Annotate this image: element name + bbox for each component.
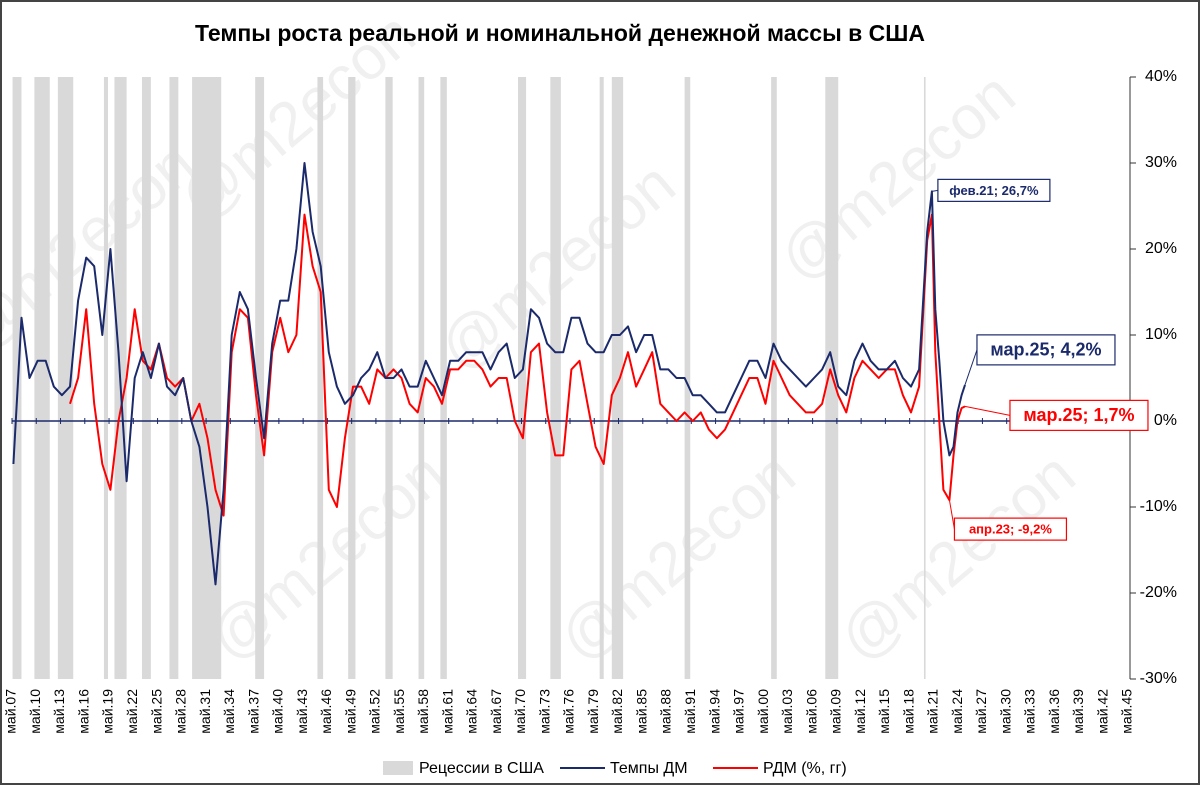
x-tick-label: май.43 bbox=[294, 689, 310, 734]
x-tick-label: май.18 bbox=[900, 689, 916, 734]
x-tick-label: май.15 bbox=[876, 689, 892, 734]
recession-band bbox=[771, 77, 777, 679]
y-tick-label: 10% bbox=[1145, 326, 1177, 343]
annotation-text: мар.25; 1,7% bbox=[1023, 405, 1134, 425]
x-tick-label: май.16 bbox=[75, 689, 91, 734]
x-tick-label: май.64 bbox=[464, 689, 480, 734]
x-tick-label: май.67 bbox=[488, 689, 504, 734]
annotation-text: фев.21; 26,7% bbox=[949, 183, 1039, 198]
x-tick-label: май.76 bbox=[561, 689, 577, 734]
x-tick-label: май.28 bbox=[173, 689, 189, 734]
x-tick-label: май.24 bbox=[949, 689, 965, 734]
x-tick-label: май.85 bbox=[633, 689, 649, 734]
recession-band bbox=[169, 77, 179, 679]
recession-band bbox=[12, 77, 22, 679]
x-tick-label: май.30 bbox=[997, 689, 1013, 734]
x-tick-label: май.49 bbox=[342, 689, 358, 734]
x-tick-label: май.03 bbox=[779, 689, 795, 734]
recession-band bbox=[317, 77, 324, 679]
x-tick-label: май.36 bbox=[1046, 689, 1062, 734]
recession-band bbox=[192, 77, 222, 679]
x-tick-label: май.61 bbox=[439, 689, 455, 734]
x-tick-label: май.40 bbox=[270, 689, 286, 734]
recession-band bbox=[103, 77, 108, 679]
series-line bbox=[12, 162, 966, 586]
legend-label: РДМ (%, гг) bbox=[763, 760, 847, 777]
x-tick-label: май.91 bbox=[682, 689, 698, 734]
recession-band bbox=[348, 77, 356, 679]
x-tick-label: май.45 bbox=[1119, 689, 1135, 734]
y-tick-label: -30% bbox=[1140, 670, 1177, 687]
recession-band bbox=[825, 77, 839, 679]
recession-band bbox=[923, 77, 926, 679]
x-tick-label: май.73 bbox=[536, 689, 552, 734]
x-tick-label: май.21 bbox=[925, 689, 941, 734]
y-tick-label: 20% bbox=[1145, 240, 1177, 257]
x-tick-label: май.46 bbox=[318, 689, 334, 734]
x-tick-label: май.42 bbox=[1094, 689, 1110, 734]
x-tick-label: май.27 bbox=[973, 689, 989, 734]
lines bbox=[12, 162, 966, 586]
x-tick-label: май.09 bbox=[828, 689, 844, 734]
x-tick-label: май.94 bbox=[706, 689, 722, 734]
annotation-text: апр.23; -9,2% bbox=[969, 522, 1052, 537]
annotation-leader bbox=[948, 500, 955, 530]
x-tick-label: май.37 bbox=[245, 689, 261, 734]
x-tick-label: май.82 bbox=[609, 689, 625, 734]
x-tick-label: май.39 bbox=[1070, 689, 1086, 734]
legend-label: Темпы ДМ bbox=[610, 760, 688, 777]
legend: Рецессии в США Темпы ДМ РДМ (%, гг) bbox=[383, 760, 847, 777]
series-line bbox=[69, 213, 966, 517]
x-tick-label: май.25 bbox=[148, 689, 164, 734]
x-tick-label: май.06 bbox=[803, 689, 819, 734]
recession-band bbox=[34, 77, 50, 679]
x-tick-label: май.88 bbox=[658, 689, 674, 734]
annotations: фев.21; 26,7% мар.25; 4,2% мар.25; 1,7% апр… bbox=[931, 178, 1149, 541]
x-tick-label: май.19 bbox=[100, 689, 116, 734]
annotation-leader bbox=[964, 349, 978, 386]
recession-band bbox=[440, 77, 447, 679]
x-tick-label: май.31 bbox=[197, 689, 213, 734]
y-tick-label: 0% bbox=[1154, 412, 1177, 429]
chart-title: Темпы роста реальной и номинальной денеж… bbox=[195, 20, 925, 46]
annotation-box bbox=[937, 178, 1051, 202]
annotation-text: мар.25; 4,2% bbox=[990, 340, 1101, 360]
x-tick-label: май.00 bbox=[755, 689, 771, 734]
x-tick-label: май.70 bbox=[512, 689, 528, 734]
annotation-leader bbox=[931, 189, 938, 192]
axes: 40% 30% 20% 10% 0% -10% -20% -30% май.07 май.10 ма… bbox=[3, 68, 1177, 733]
x-tick-label: май.22 bbox=[124, 689, 140, 734]
recession-band bbox=[599, 77, 604, 679]
y-tick-label: 30% bbox=[1145, 154, 1177, 171]
x-tick-label: май.58 bbox=[415, 689, 431, 734]
x-tick-label: май.12 bbox=[852, 689, 868, 734]
annotation-box bbox=[976, 334, 1116, 366]
x-tick-label: май.52 bbox=[367, 689, 383, 734]
y-tick-label: 40% bbox=[1145, 68, 1177, 85]
recession-band bbox=[684, 77, 691, 679]
legend-swatch bbox=[383, 761, 413, 775]
legend-label: Рецессии в США bbox=[419, 760, 544, 777]
annotation-leader bbox=[964, 405, 1011, 416]
x-tick-label: май.79 bbox=[585, 689, 601, 734]
x-tick-label: май.33 bbox=[1022, 689, 1038, 734]
recession-band bbox=[57, 77, 74, 679]
x-tick-label: май.34 bbox=[221, 689, 237, 734]
x-tick-label: май.13 bbox=[51, 689, 67, 734]
annotation-box bbox=[1009, 399, 1149, 431]
x-tick-label: май.10 bbox=[27, 689, 43, 734]
y-tick-label: -10% bbox=[1140, 498, 1177, 515]
x-tick-label: май.55 bbox=[391, 689, 407, 734]
recession-band bbox=[518, 77, 527, 679]
recessions bbox=[12, 77, 926, 679]
recession-band bbox=[550, 77, 561, 679]
y-tick-label: -20% bbox=[1140, 584, 1177, 601]
recession-band bbox=[255, 77, 265, 679]
recession-band bbox=[141, 77, 151, 679]
recession-band bbox=[611, 77, 624, 679]
annotation-box bbox=[953, 517, 1068, 541]
x-tick-label: май.07 bbox=[3, 689, 19, 734]
x-tick-label: май.97 bbox=[731, 689, 747, 734]
